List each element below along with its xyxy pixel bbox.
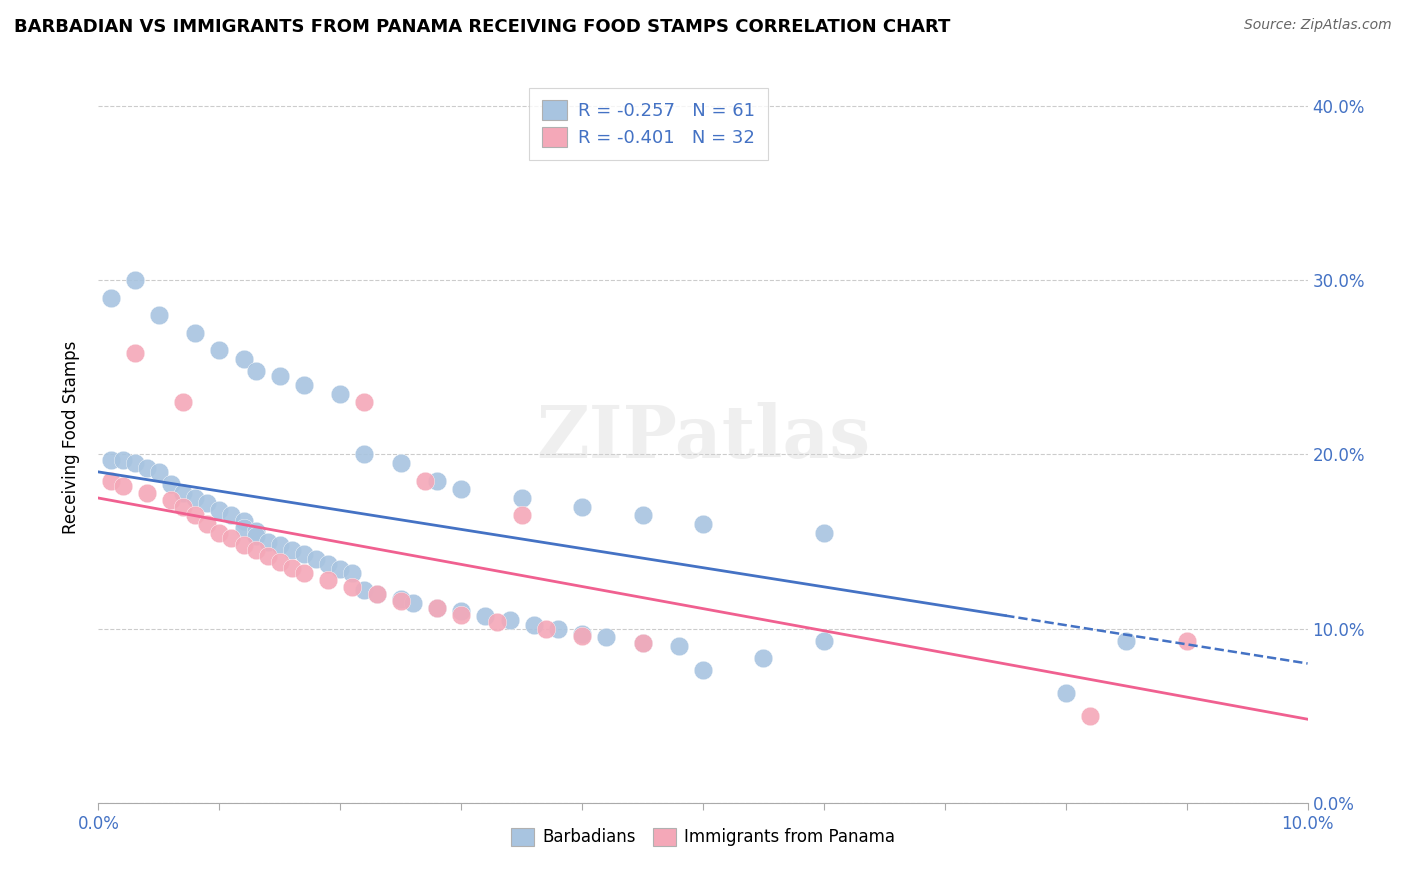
Point xyxy=(450,607,472,622)
Point xyxy=(135,461,157,475)
Point xyxy=(316,558,339,572)
Point xyxy=(342,580,364,594)
Point xyxy=(353,395,375,409)
Point xyxy=(269,556,291,570)
Legend: Barbadians, Immigrants from Panama: Barbadians, Immigrants from Panama xyxy=(505,821,901,853)
Point xyxy=(184,326,207,340)
Point xyxy=(813,633,835,648)
Point xyxy=(305,552,328,566)
Point xyxy=(195,496,218,510)
Point xyxy=(292,377,315,392)
Point xyxy=(195,517,218,532)
Point xyxy=(474,609,496,624)
Point xyxy=(208,525,231,540)
Point xyxy=(100,452,122,467)
Point xyxy=(486,615,509,629)
Point xyxy=(426,600,449,615)
Point xyxy=(389,592,412,607)
Y-axis label: Receiving Food Stamps: Receiving Food Stamps xyxy=(62,341,80,533)
Point xyxy=(184,491,207,505)
Point xyxy=(342,566,364,580)
Point xyxy=(221,508,243,523)
Text: BARBADIAN VS IMMIGRANTS FROM PANAMA RECEIVING FOOD STAMPS CORRELATION CHART: BARBADIAN VS IMMIGRANTS FROM PANAMA RECE… xyxy=(14,18,950,36)
Point xyxy=(752,651,775,665)
Point xyxy=(329,562,352,576)
Point xyxy=(245,524,267,538)
Point xyxy=(245,364,267,378)
Point xyxy=(124,273,146,287)
Point xyxy=(160,492,183,507)
Point xyxy=(292,547,315,561)
Point xyxy=(221,531,243,545)
Point xyxy=(256,549,278,563)
Point xyxy=(692,517,714,532)
Point xyxy=(100,291,122,305)
Point xyxy=(160,477,183,491)
Point xyxy=(510,491,533,505)
Point xyxy=(631,635,654,649)
Point xyxy=(353,583,375,598)
Point xyxy=(813,525,835,540)
Text: Source: ZipAtlas.com: Source: ZipAtlas.com xyxy=(1244,18,1392,32)
Point xyxy=(595,631,617,645)
Point xyxy=(208,343,231,357)
Point xyxy=(111,452,134,467)
Point xyxy=(1078,708,1101,723)
Point xyxy=(1054,686,1077,700)
Point xyxy=(269,369,291,384)
Point xyxy=(389,594,412,608)
Point xyxy=(245,529,267,543)
Point xyxy=(316,573,339,587)
Point xyxy=(571,627,593,641)
Point xyxy=(402,595,425,609)
Point xyxy=(245,543,267,558)
Point xyxy=(631,635,654,649)
Point xyxy=(426,474,449,488)
Point xyxy=(329,386,352,401)
Point xyxy=(389,456,412,470)
Point xyxy=(692,664,714,678)
Point xyxy=(668,639,690,653)
Point xyxy=(523,618,546,632)
Point xyxy=(1115,633,1137,648)
Point xyxy=(148,465,170,479)
Point xyxy=(571,629,593,643)
Point xyxy=(232,351,254,366)
Point xyxy=(172,395,194,409)
Point xyxy=(292,566,315,580)
Point xyxy=(208,503,231,517)
Point xyxy=(450,604,472,618)
Point xyxy=(232,538,254,552)
Point xyxy=(172,500,194,514)
Point xyxy=(269,538,291,552)
Point xyxy=(534,622,557,636)
Point xyxy=(413,474,436,488)
Point xyxy=(148,308,170,322)
Point xyxy=(571,500,593,514)
Point xyxy=(256,534,278,549)
Point xyxy=(135,485,157,500)
Point xyxy=(510,508,533,523)
Point xyxy=(281,560,304,574)
Point xyxy=(547,622,569,636)
Point xyxy=(1175,633,1198,648)
Point xyxy=(184,508,207,523)
Point xyxy=(366,587,388,601)
Point xyxy=(366,587,388,601)
Point xyxy=(281,543,304,558)
Point xyxy=(426,600,449,615)
Point xyxy=(232,521,254,535)
Point xyxy=(111,479,134,493)
Point xyxy=(124,456,146,470)
Point xyxy=(631,508,654,523)
Point xyxy=(353,448,375,462)
Point xyxy=(498,613,520,627)
Point xyxy=(172,485,194,500)
Point xyxy=(450,483,472,497)
Point xyxy=(124,346,146,360)
Point xyxy=(232,514,254,528)
Text: ZIPatlas: ZIPatlas xyxy=(536,401,870,473)
Point xyxy=(100,474,122,488)
